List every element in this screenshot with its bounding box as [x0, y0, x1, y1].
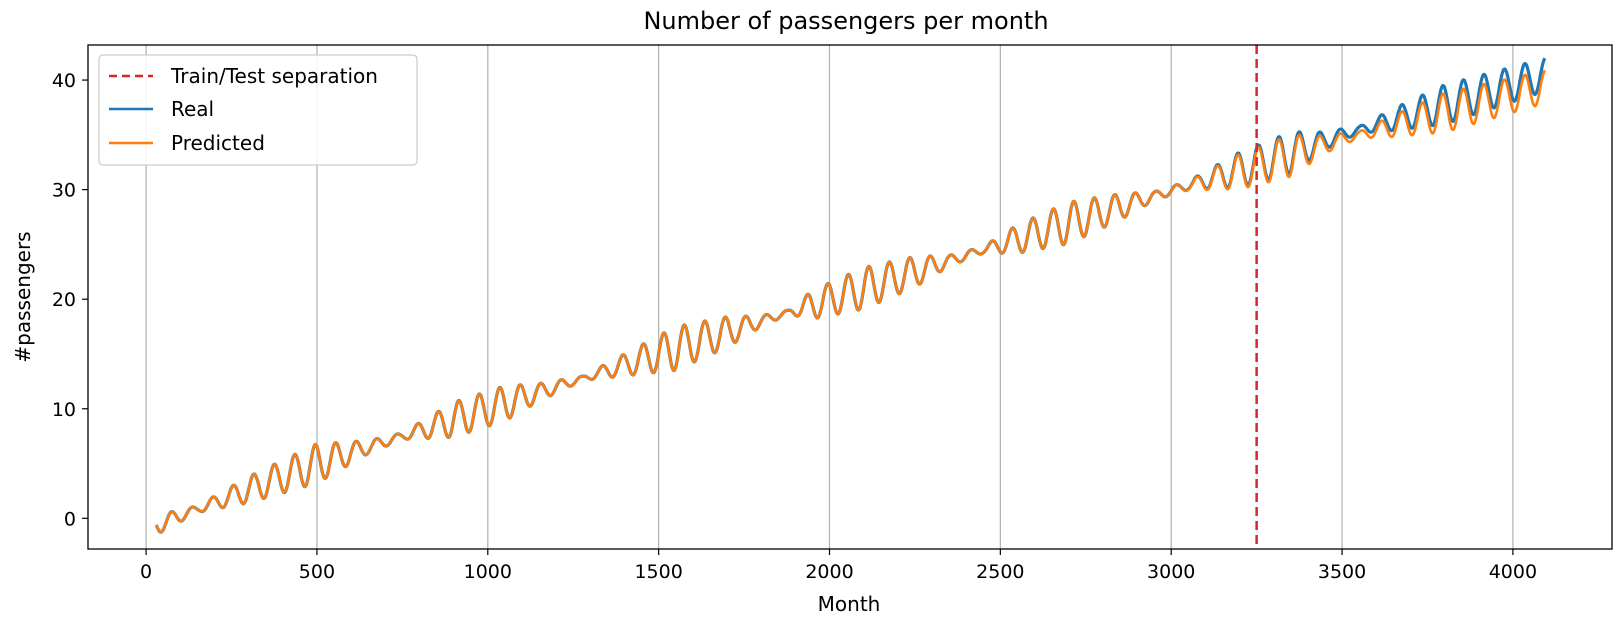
x-tick-label-4000: 4000	[1489, 561, 1537, 583]
legend: Train/Test separation Real Predicted	[98, 54, 418, 166]
y-tick-label-20: 20	[52, 289, 76, 311]
x-axis-label: Month	[818, 592, 881, 616]
x-tick-label-500: 500	[299, 561, 335, 583]
x-tick-label-3500: 3500	[1318, 561, 1366, 583]
y-tick-label-30: 30	[52, 180, 76, 202]
x-tick-label-3000: 3000	[1147, 561, 1195, 583]
chart-title: Number of passengers per month	[643, 7, 1048, 35]
x-tick-label-1000: 1000	[464, 561, 512, 583]
y-tick-label-0: 0	[64, 508, 76, 530]
y-axis: 0 10 20 30 40	[52, 70, 88, 530]
x-tick-label-2000: 2000	[805, 561, 853, 583]
x-tick-label-0: 0	[140, 561, 152, 583]
legend-label-vline: Train/Test separation	[170, 64, 378, 88]
plot-frame	[87, 44, 1613, 550]
series-line-predicted	[155, 69, 1546, 534]
y-tick-label-10: 10	[52, 399, 76, 421]
y-tick-label-40: 40	[52, 70, 76, 92]
x-axis: 0 500 1000 1500 2000 2500 3000 3500 4000	[140, 549, 1537, 583]
legend-label-real: Real	[171, 97, 214, 121]
legend-box	[98, 54, 418, 166]
plot-area	[154, 45, 1547, 549]
x-tick-label-1500: 1500	[634, 561, 682, 583]
x-tick-label-2500: 2500	[976, 561, 1024, 583]
legend-label-predicted: Predicted	[171, 131, 265, 155]
y-axis-label: #passengers	[11, 231, 35, 362]
